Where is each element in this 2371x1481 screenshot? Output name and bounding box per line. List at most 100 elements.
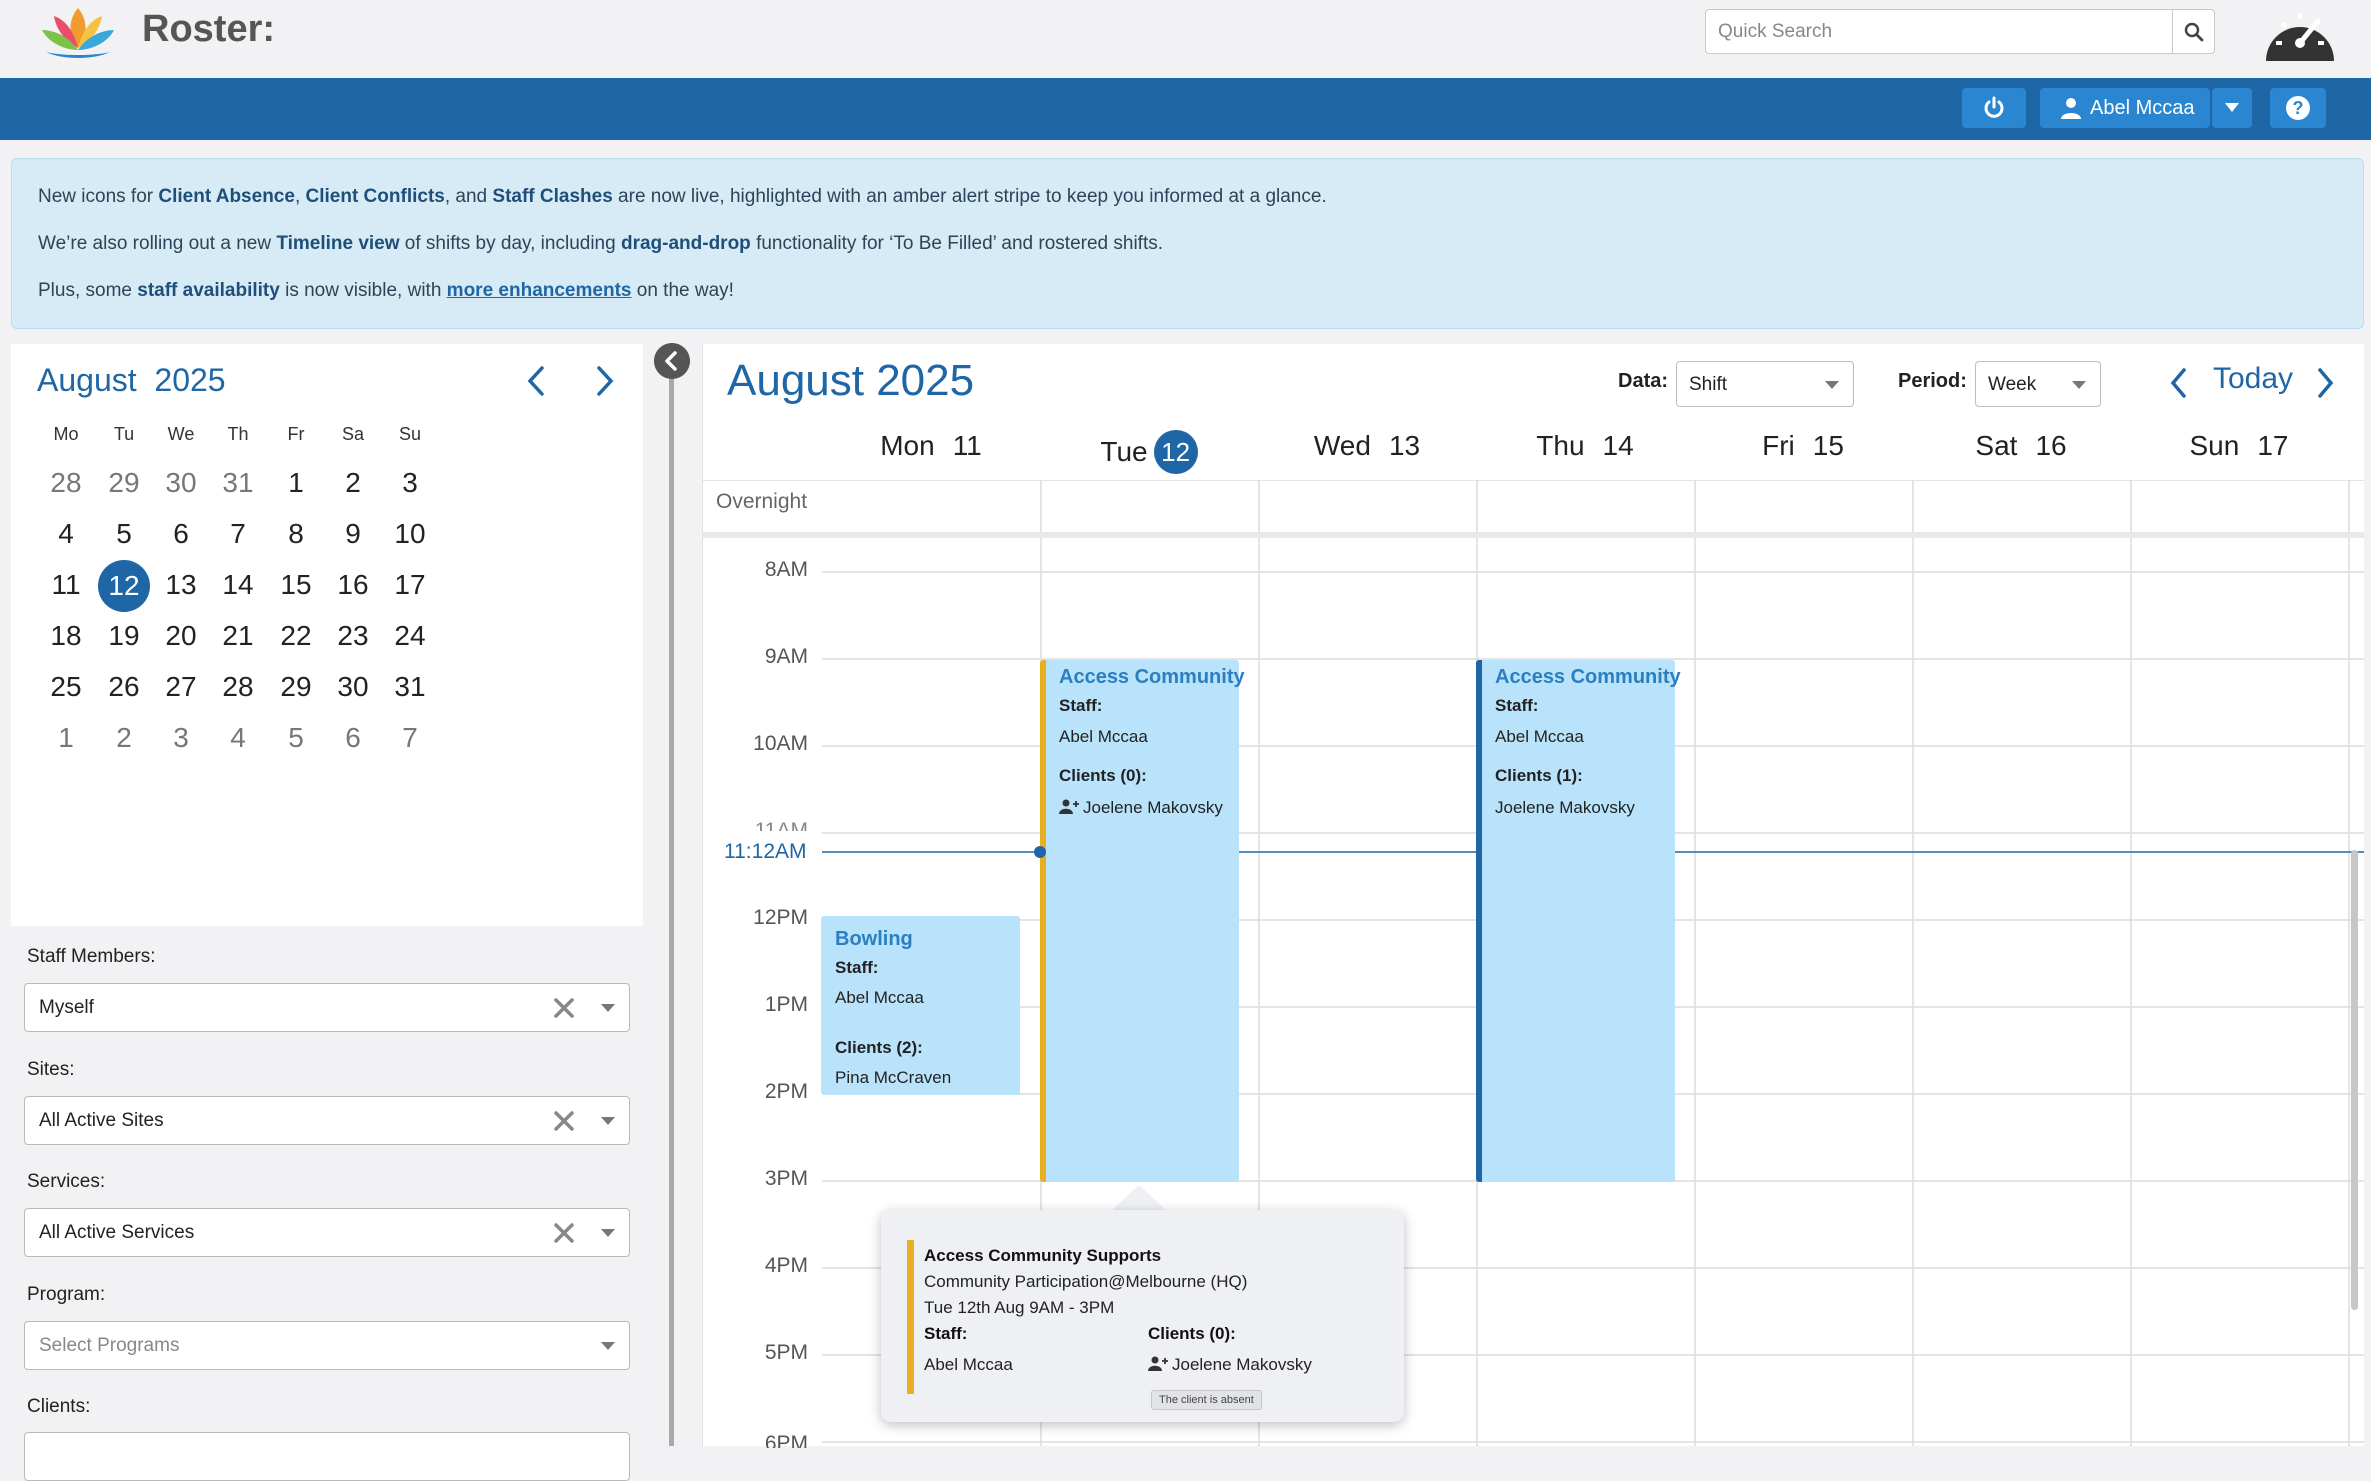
mini-calendar-day[interactable]: 22: [280, 620, 312, 651]
user-menu-button[interactable]: Abel Mccaa: [2040, 88, 2210, 128]
mini-calendar-day[interactable]: 12: [94, 560, 154, 612]
mini-calendar-day[interactable]: 16: [337, 569, 369, 600]
mini-calendar-day[interactable]: 30: [337, 671, 369, 702]
mini-calendar-day[interactable]: 5: [116, 518, 132, 549]
time-label: 1PM: [764, 993, 808, 1016]
mini-calendar-day[interactable]: 20: [165, 620, 197, 651]
mini-calendar-day[interactable]: 28: [222, 671, 254, 702]
mini-calendar-day[interactable]: 7: [402, 722, 418, 753]
event-access-community-tue[interactable]: Access Community Staff: Abel Mccaa Clien…: [1040, 660, 1245, 1182]
mini-calendar-day[interactable]: 23: [337, 620, 369, 651]
day-header-sat[interactable]: Sat 16: [1975, 430, 2067, 461]
day-header-fri[interactable]: Fri 15: [1762, 430, 1844, 461]
mini-calendar-day[interactable]: 3: [173, 722, 189, 753]
mini-calendar-day[interactable]: 14: [222, 569, 254, 600]
svg-text:?: ?: [2293, 98, 2304, 118]
mini-calendar-day[interactable]: 2: [345, 467, 361, 498]
mini-calendar-day[interactable]: 1: [288, 467, 304, 498]
event-client: Joelene Makovsky: [1495, 798, 1635, 817]
day-header-sun[interactable]: Sun 17: [2189, 430, 2289, 461]
mini-calendar-day[interactable]: 4: [230, 722, 246, 753]
clear-x-icon[interactable]: [551, 995, 577, 1021]
day-header-tue[interactable]: Tue 12: [1040, 430, 1258, 474]
next-month-chevron-icon[interactable]: [589, 364, 619, 398]
mini-calendar-day[interactable]: 4: [58, 518, 74, 549]
mini-calendar-day[interactable]: 31: [394, 671, 426, 702]
panel-splitter[interactable]: [669, 344, 674, 1446]
mini-calendar-day[interactable]: 13: [165, 569, 197, 600]
event-access-community-thu[interactable]: Access Community Staff: Abel Mccaa Clien…: [1476, 660, 1681, 1182]
sites-select[interactable]: All Active Sites: [24, 1096, 630, 1145]
mini-calendar-day[interactable]: 29: [280, 671, 312, 702]
clear-x-icon[interactable]: [551, 1220, 577, 1246]
staff-members-select[interactable]: Myself: [24, 983, 630, 1032]
mini-calendar-day[interactable]: 5: [288, 722, 304, 753]
mini-calendar-day[interactable]: 15: [280, 569, 312, 600]
chevron-down-icon: [1825, 381, 1839, 389]
time-label: 2PM: [764, 1080, 808, 1103]
mini-calendar-day[interactable]: 2: [116, 722, 132, 753]
mini-calendar-day[interactable]: 19: [108, 620, 140, 651]
mini-calendar-day[interactable]: 8: [288, 518, 304, 549]
mini-calendar: August 2025 Mo Tu We Th Fr Sa Su 28 29 30 31 1 2 3 4 5 6…: [11, 344, 643, 926]
mini-calendar-day[interactable]: 29: [108, 467, 140, 498]
mini-calendar-day[interactable]: 26: [108, 671, 140, 702]
more-enhancements-link[interactable]: more enhancements: [446, 280, 632, 301]
collapse-panel-chevron-icon[interactable]: [654, 343, 690, 379]
time-label: 6PM: [764, 1432, 808, 1448]
mini-calendar-day[interactable]: 9: [345, 518, 361, 549]
mini-calendar-day[interactable]: 6: [173, 518, 189, 549]
mini-calendar-day[interactable]: 10: [394, 518, 426, 549]
mini-calendar-day[interactable]: 21: [222, 620, 254, 651]
mini-calendar-day[interactable]: 7: [230, 518, 246, 549]
calendar-scrollbar[interactable]: [2351, 850, 2358, 1310]
event-staff: Abel Mccaa: [1495, 727, 1584, 746]
day-header-mon[interactable]: Mon 11: [880, 430, 982, 461]
help-icon: ?: [2286, 96, 2310, 120]
event-bowling[interactable]: Bowling Staff: Abel Mccaa Clients (2): P…: [821, 916, 1020, 1095]
mini-calendar-day[interactable]: 24: [394, 620, 426, 651]
app-title: Roster:: [142, 8, 276, 50]
mini-calendar-day[interactable]: 27: [165, 671, 197, 702]
user-icon: [2061, 98, 2081, 119]
mini-calendar-day[interactable]: 6: [345, 722, 361, 753]
day-header-thu[interactable]: Thu 14: [1536, 430, 1634, 461]
next-week-chevron-icon[interactable]: [2312, 366, 2338, 400]
data-select[interactable]: Shift: [1676, 361, 1854, 407]
period-select[interactable]: Week: [1975, 361, 2101, 407]
mini-calendar-day[interactable]: 1: [58, 722, 74, 753]
mini-calendar-day[interactable]: 17: [394, 569, 426, 600]
today-button[interactable]: Today: [2213, 362, 2294, 395]
time-label: 8AM: [764, 558, 808, 581]
prev-week-chevron-icon[interactable]: [2166, 366, 2192, 400]
clients-select[interactable]: [24, 1432, 630, 1481]
help-button[interactable]: ?: [2270, 88, 2326, 128]
program-select[interactable]: Select Programs: [24, 1321, 630, 1370]
time-label: 4PM: [764, 1254, 808, 1277]
day-header-wed[interactable]: Wed 13: [1313, 430, 1421, 461]
mini-calendar-day[interactable]: 3: [402, 467, 418, 498]
clear-x-icon[interactable]: [551, 1108, 577, 1134]
mini-calendar-day[interactable]: 28: [50, 467, 82, 498]
mini-calendar-day[interactable]: 30: [165, 467, 197, 498]
dashboard-gauge-icon[interactable]: [2262, 3, 2338, 65]
popover-time: Tue 12th Aug 9AM - 3PM: [924, 1298, 1115, 1317]
user-menu-dropdown[interactable]: [2212, 88, 2252, 128]
mini-calendar-day[interactable]: 31: [222, 467, 254, 498]
search-button[interactable]: [2172, 10, 2214, 53]
event-staff: Abel Mccaa: [1059, 727, 1148, 746]
logout-button[interactable]: [1962, 88, 2026, 128]
period-value: Week: [1988, 374, 2037, 395]
weekday-sa: Sa: [341, 424, 365, 444]
weekday-th: Th: [227, 424, 249, 444]
services-select[interactable]: All Active Services: [24, 1208, 630, 1257]
mini-calendar-day[interactable]: 18: [50, 620, 82, 651]
quick-search-input[interactable]: [1706, 10, 2172, 53]
prev-month-chevron-icon[interactable]: [522, 364, 552, 398]
current-time-dot: [1034, 846, 1046, 858]
action-bar: Abel Mccaa ?: [0, 78, 2371, 140]
mini-calendar-day[interactable]: 25: [50, 671, 82, 702]
time-label: 12PM: [753, 906, 808, 929]
mini-calendar-day[interactable]: 11: [51, 569, 81, 600]
time-label: 9AM: [764, 645, 808, 668]
